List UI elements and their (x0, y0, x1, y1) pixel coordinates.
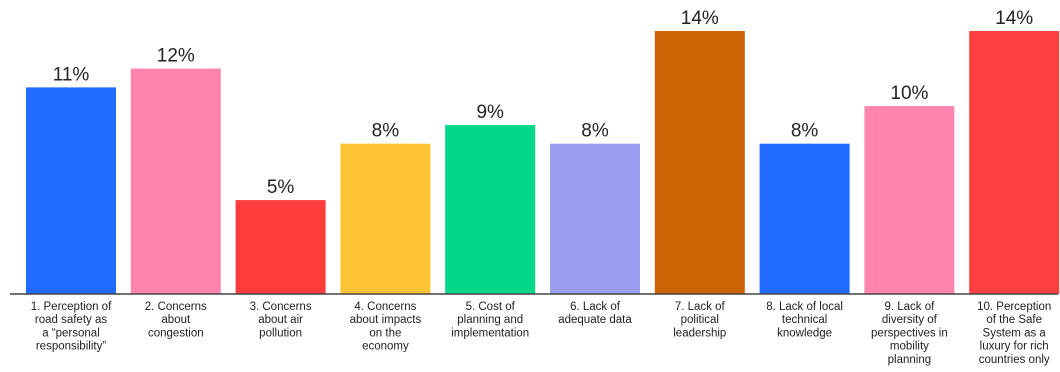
category-label-line: 2. Concerns (145, 301, 207, 313)
bar-3 (235, 200, 326, 294)
category-label-line: 5. Cost of (466, 301, 516, 313)
value-label-8: 8% (791, 121, 819, 142)
value-label-3: 5% (267, 177, 295, 198)
category-label-line: congestion (148, 327, 204, 339)
category-label-line: planning and (457, 314, 523, 326)
category-label-10: 10. Perception of the Safe System as a luxu… (977, 301, 1051, 366)
category-label-2: 2. Concerns about congestion (145, 301, 207, 339)
category-label-3: 3. Concerns about air pollution (250, 301, 312, 339)
category-label-line: 9. Lack of (884, 301, 935, 313)
bars-layer (26, 31, 1060, 295)
bar-7 (654, 31, 745, 294)
category-label-line: countries only (979, 354, 1050, 366)
value-label-2: 12% (157, 46, 195, 67)
category-label-line: pollution (259, 327, 302, 339)
category-label-line: on the (369, 327, 401, 339)
category-label-line: 10. Perception (977, 301, 1051, 313)
category-label-line: diversity of (882, 314, 938, 326)
bar-9 (864, 106, 955, 294)
category-label-line: about impacts (350, 314, 422, 326)
category-label-line: planning (888, 354, 931, 366)
category-label-line: about (161, 314, 191, 326)
bar-6 (550, 143, 640, 294)
category-label-line: adequate data (558, 314, 632, 326)
category-label-5: 5. Cost of planning and implementation (451, 301, 529, 339)
bar-8 (759, 143, 850, 294)
category-label-line: perspectives in (871, 327, 948, 339)
bar-4 (340, 143, 431, 294)
category-label-line: political (681, 314, 719, 326)
bar-5 (445, 124, 536, 295)
value-label-5: 9% (476, 102, 504, 123)
category-label-line: a “personal (42, 327, 100, 339)
bar-10 (969, 31, 1060, 294)
category-label-line: 4. Concerns (354, 301, 416, 313)
category-label-line: implementation (451, 327, 529, 339)
category-label-line: System as a (983, 327, 1047, 339)
category-label-line: knowledge (777, 327, 832, 339)
category-label-1: 1. Perception of road safety as a “persona… (31, 301, 112, 353)
category-label-line: 1. Perception of (31, 301, 112, 313)
category-label-line: 3. Concerns (250, 301, 312, 313)
category-label-line: road safety as (35, 314, 107, 326)
value-label-7: 14% (681, 8, 719, 29)
category-labels-layer: 1. Perception of road safety as a “persona… (31, 301, 1052, 366)
bar-1 (26, 87, 116, 295)
value-labels-layer: 11% 12% 5% 8% 9% 8% 14% 8% 10% 14% (53, 8, 1034, 198)
category-label-7: 7. Lack of political leadership (673, 301, 726, 339)
category-label-line: 8. Lack of local (766, 301, 843, 313)
category-label-line: economy (362, 341, 409, 353)
category-label-line: responsibility” (36, 341, 106, 353)
category-label-line: mobility (890, 341, 929, 353)
category-label-line: of the Safe (986, 314, 1042, 326)
value-label-10: 14% (995, 8, 1033, 29)
value-label-1: 11% (53, 64, 90, 85)
category-label-line: about air (258, 314, 303, 326)
bar-2 (130, 68, 221, 294)
value-label-6: 8% (581, 121, 609, 142)
category-label-line: technical (782, 314, 827, 326)
category-label-6: 6. Lack of adequate data (558, 301, 632, 326)
category-label-line: luxury for rich (980, 341, 1049, 353)
category-label-4: 4. Concerns about impacts on the economy (350, 301, 422, 353)
value-label-4: 8% (372, 121, 400, 142)
category-label-line: leadership (673, 327, 726, 339)
category-label-9: 9. Lack of diversity of perspectives in mob… (871, 301, 948, 366)
category-label-line: 7. Lack of (675, 301, 726, 313)
value-label-9: 10% (890, 83, 928, 104)
category-label-8: 8. Lack of local technical knowledge (766, 301, 843, 339)
category-label-line: 6. Lack of (570, 301, 621, 313)
